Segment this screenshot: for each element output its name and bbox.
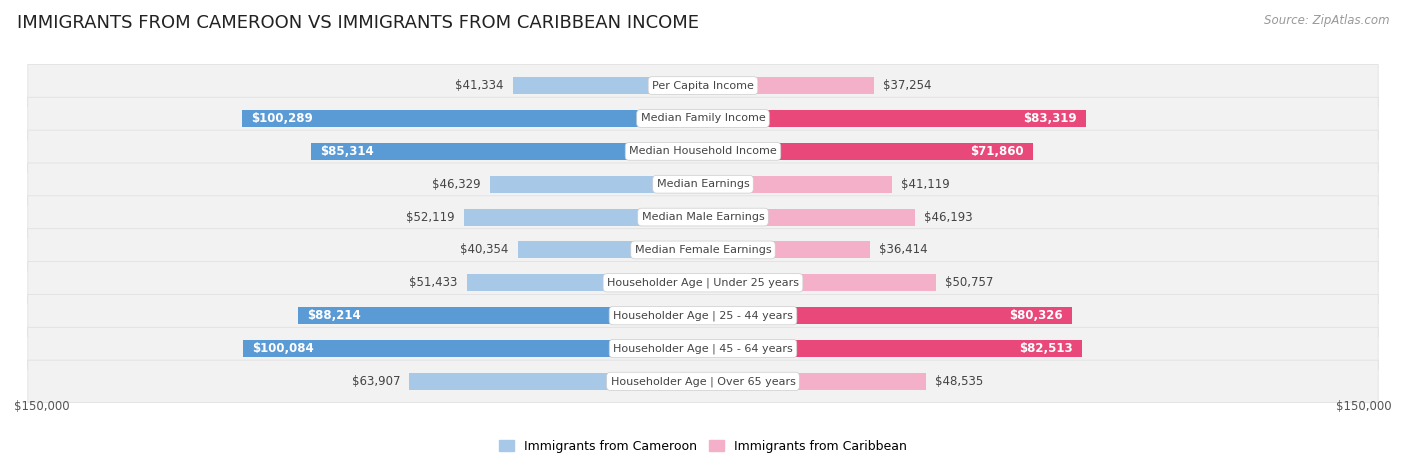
Text: $41,334: $41,334	[456, 79, 503, 92]
FancyBboxPatch shape	[28, 294, 1378, 337]
Bar	[703, 209, 915, 226]
Text: Householder Age | Over 65 years: Householder Age | Over 65 years	[610, 376, 796, 387]
Bar	[703, 307, 1071, 324]
Text: $150,000: $150,000	[14, 400, 70, 412]
FancyBboxPatch shape	[28, 130, 1378, 173]
Text: $100,289: $100,289	[252, 112, 314, 125]
Text: IMMIGRANTS FROM CAMEROON VS IMMIGRANTS FROM CARIBBEAN INCOME: IMMIGRANTS FROM CAMEROON VS IMMIGRANTS F…	[17, 14, 699, 32]
Text: $71,860: $71,860	[970, 145, 1024, 158]
Text: $83,319: $83,319	[1024, 112, 1077, 125]
Text: $48,535: $48,535	[935, 375, 983, 388]
Text: Median Family Income: Median Family Income	[641, 113, 765, 123]
Bar	[467, 274, 703, 291]
FancyBboxPatch shape	[28, 97, 1378, 140]
Legend: Immigrants from Cameroon, Immigrants from Caribbean: Immigrants from Cameroon, Immigrants fro…	[494, 435, 912, 458]
Text: $82,513: $82,513	[1019, 342, 1073, 355]
Bar	[243, 340, 703, 357]
FancyBboxPatch shape	[28, 360, 1378, 403]
Bar	[491, 176, 703, 193]
FancyBboxPatch shape	[28, 196, 1378, 238]
Text: $51,433: $51,433	[409, 276, 457, 289]
Text: $80,326: $80,326	[1010, 309, 1063, 322]
Bar	[517, 241, 703, 258]
Text: Median Household Income: Median Household Income	[628, 146, 778, 156]
Text: Householder Age | 25 - 44 years: Householder Age | 25 - 44 years	[613, 311, 793, 321]
Bar	[409, 373, 703, 390]
Text: $100,084: $100,084	[253, 342, 315, 355]
Text: Per Capita Income: Per Capita Income	[652, 81, 754, 91]
Text: Median Male Earnings: Median Male Earnings	[641, 212, 765, 222]
Text: $41,119: $41,119	[901, 178, 950, 191]
Bar	[703, 176, 891, 193]
Bar	[311, 143, 703, 160]
Bar	[703, 241, 870, 258]
FancyBboxPatch shape	[28, 163, 1378, 205]
Text: $40,354: $40,354	[460, 243, 509, 256]
Text: $46,193: $46,193	[924, 211, 973, 224]
Bar	[298, 307, 703, 324]
Text: $46,329: $46,329	[433, 178, 481, 191]
Text: $150,000: $150,000	[1336, 400, 1392, 412]
Bar	[703, 274, 936, 291]
Text: Source: ZipAtlas.com: Source: ZipAtlas.com	[1264, 14, 1389, 27]
Bar	[464, 209, 703, 226]
FancyBboxPatch shape	[28, 262, 1378, 304]
Bar	[703, 373, 927, 390]
Text: $52,119: $52,119	[406, 211, 454, 224]
Bar	[513, 77, 703, 94]
Bar	[703, 143, 1033, 160]
Text: $50,757: $50,757	[945, 276, 994, 289]
Text: $85,314: $85,314	[321, 145, 374, 158]
FancyBboxPatch shape	[28, 64, 1378, 107]
Text: Householder Age | 45 - 64 years: Householder Age | 45 - 64 years	[613, 343, 793, 354]
Text: $88,214: $88,214	[307, 309, 361, 322]
Bar	[703, 340, 1083, 357]
Text: Median Female Earnings: Median Female Earnings	[634, 245, 772, 255]
Text: Median Earnings: Median Earnings	[657, 179, 749, 189]
FancyBboxPatch shape	[28, 327, 1378, 370]
Bar	[242, 110, 703, 127]
Text: Householder Age | Under 25 years: Householder Age | Under 25 years	[607, 277, 799, 288]
FancyBboxPatch shape	[28, 229, 1378, 271]
Text: $37,254: $37,254	[883, 79, 932, 92]
Text: $36,414: $36,414	[879, 243, 928, 256]
Text: $63,907: $63,907	[352, 375, 401, 388]
Bar	[703, 110, 1085, 127]
Bar	[703, 77, 875, 94]
